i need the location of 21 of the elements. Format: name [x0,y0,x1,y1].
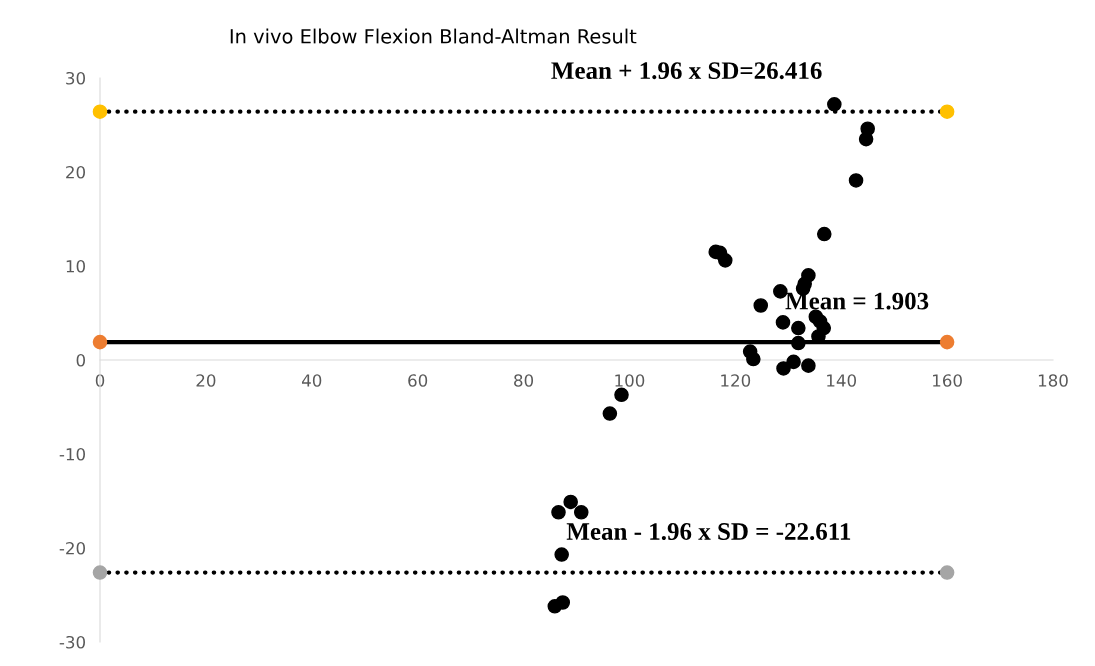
x-tick-label: 0 [95,374,105,387]
x-tick-label: 40 [301,374,322,387]
y-tick-label: 20 [66,165,85,179]
x-tick-label: 120 [721,374,751,387]
annotation: Mean - 1.96 x SD = -22.611 [566,523,851,541]
x-tick-label: 180 [1038,374,1068,387]
x-tick-label: 60 [408,374,428,387]
x-tick-label: 140 [827,374,857,387]
x-tick-label: 80 [514,374,534,387]
annotation: Mean + 1.96 x SD=26.416 [551,62,822,80]
y-tick-label: 30 [66,71,85,85]
y-tick-label: 0 [76,353,85,367]
x-tick-label: 100 [615,374,645,387]
y-tick-label: 10 [66,259,85,273]
x-tick-label: 20 [196,374,216,387]
y-tick-label: -30 [59,635,85,649]
y-tick-label: -10 [59,447,85,461]
x-tick-label: 160 [933,374,962,387]
y-tick-label: -20 [59,541,85,555]
chart-title: In vivo Elbow Flexion Bland-Altman Result [230,28,637,44]
annotation: Mean = 1.903 [785,292,929,310]
